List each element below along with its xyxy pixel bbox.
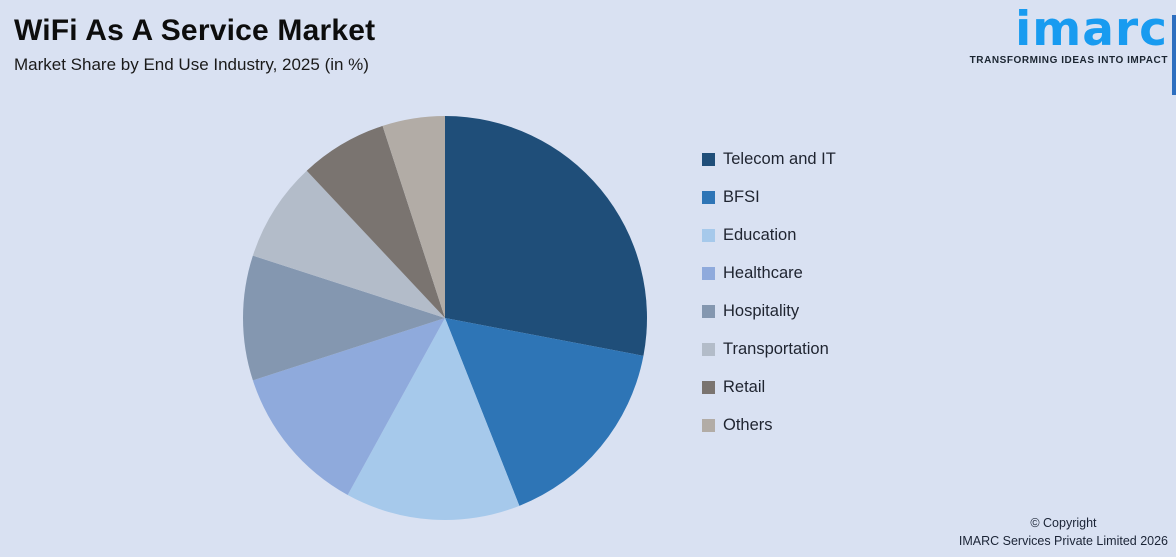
pie-slice-education [347,318,520,520]
legend-item-hospitality: Hospitality [702,299,836,323]
pie-slice-retail [306,125,445,318]
logo-arrow-fragment-icon [1172,15,1176,95]
legend-swatch-icon [702,190,715,204]
legend-label: Education [723,225,797,244]
legend-swatch-icon [702,266,715,280]
imarc-logo-wordmark: imarc [1015,2,1168,57]
pie-chart-container [235,108,655,528]
legend-swatch-icon [702,418,715,432]
legend-item-healthcare: Healthcare [702,261,836,285]
legend-item-telecom-and-it: Telecom and IT [702,147,836,171]
imarc-logo: imarc TRANSFORMING IDEAS INTO IMPACT [970,6,1168,66]
legend-label: Retail [723,377,766,396]
pie-slice-healthcare [252,318,445,496]
legend-label: Others [723,415,773,434]
legend-item-retail: Retail [702,375,836,399]
legend-item-bfsi: BFSI [702,185,836,209]
imarc-logo-tagline: TRANSFORMING IDEAS INTO IMPACT [969,55,1168,66]
page-subtitle: Market Share by End Use Industry, 2025 (… [14,54,369,74]
pie-slice-transportation [252,170,445,318]
legend: Telecom and IT BFSI Education Healthcare Hos… [702,147,836,437]
legend-label: Healthcare [723,263,803,282]
pie-slice-others [382,116,445,318]
copyright-line1: © Copyright [1030,516,1097,530]
legend-swatch-icon [702,380,715,394]
copyright-line2: IMARC Services Private Limited 2026 [958,534,1168,548]
legend-item-education: Education [702,223,836,247]
legend-label: Hospitality [723,301,800,320]
legend-item-others: Others [702,413,836,437]
legend-swatch-icon [702,342,715,356]
legend-swatch-icon [702,228,715,242]
legend-item-transportation: Transportation [702,337,836,361]
page-title: WiFi As A Service Market [14,14,376,47]
legend-label: Telecom and IT [723,149,836,168]
copyright-notice: © Copyright IMARC Services Private Limit… [959,514,1168,550]
pie-slice-bfsi [445,318,644,506]
pie-chart [243,116,647,520]
legend-swatch-icon [702,304,715,318]
chart-header: WiFi As A Service Market Market Share by… [14,14,375,75]
legend-label: BFSI [723,187,760,206]
legend-label: Transportation [723,339,829,358]
legend-swatch-icon [702,152,715,166]
pie-slice-telecom-and-it [445,116,647,356]
pie-slice-hospitality [243,255,445,381]
